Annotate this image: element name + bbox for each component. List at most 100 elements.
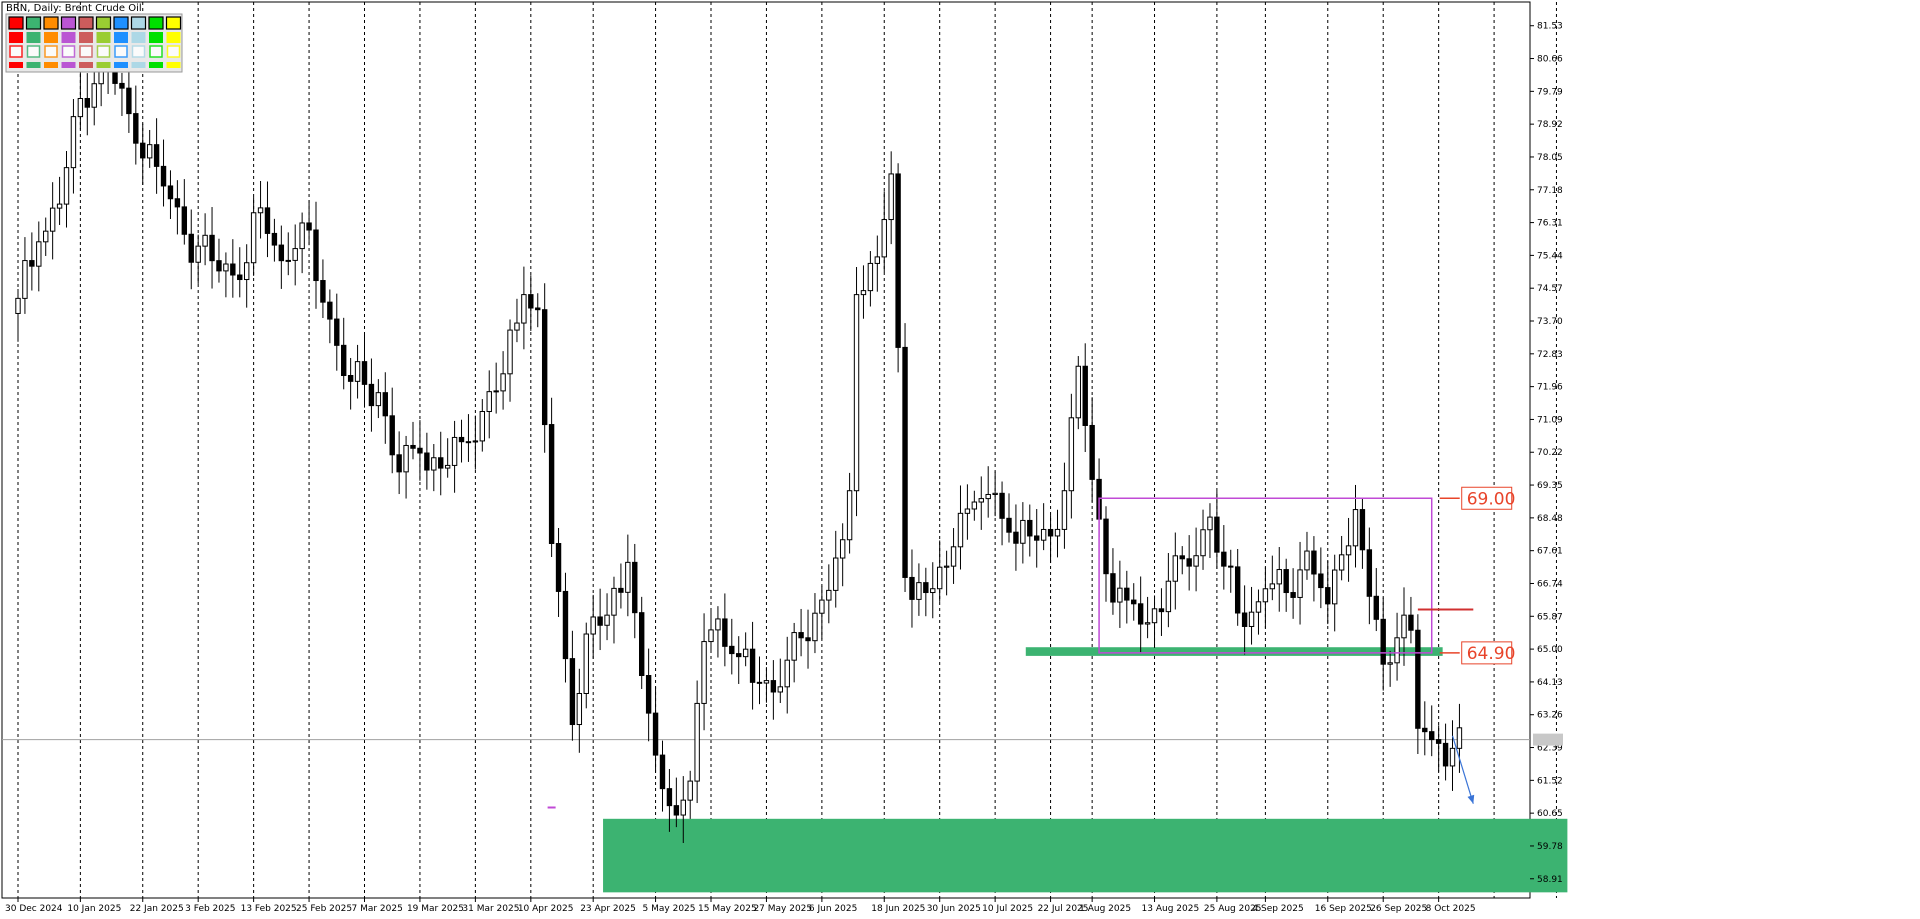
candle <box>472 415 479 470</box>
candle <box>1394 612 1400 681</box>
y-tick-label: 73.70 <box>1537 317 1563 327</box>
candle <box>292 224 298 286</box>
candle <box>1449 720 1456 791</box>
candle <box>819 586 825 640</box>
candle <box>465 414 472 462</box>
y-tick-label: 80.66 <box>1537 55 1563 65</box>
palette-swatch-line[interactable] <box>44 62 58 68</box>
candle-body <box>673 805 680 816</box>
palette-swatch-solid[interactable] <box>131 32 146 43</box>
palette-swatch-filled[interactable] <box>60 16 77 30</box>
x-tick-label: 23 Apr 2025 <box>580 904 636 914</box>
palette-swatch-line[interactable] <box>166 62 181 68</box>
candle <box>1207 503 1213 558</box>
palette-swatch-line[interactable] <box>114 62 128 68</box>
candle-body <box>22 260 28 299</box>
candle <box>1422 701 1428 756</box>
palette-swatch-line[interactable] <box>96 62 111 68</box>
grid-layer <box>1 1 1557 899</box>
candle-body <box>846 490 853 541</box>
palette-swatch-outline[interactable] <box>44 45 58 58</box>
candle-body <box>618 587 624 593</box>
candle <box>507 319 513 402</box>
candle <box>708 608 714 653</box>
y-tick-label: 71.96 <box>1537 383 1563 393</box>
y-tick-label: 66.74 <box>1537 579 1563 589</box>
candle-body <box>632 561 638 614</box>
palette-swatch-filled[interactable] <box>148 16 164 30</box>
candle-body <box>812 612 818 642</box>
candle-body <box>458 436 465 443</box>
candle <box>1193 527 1199 592</box>
candle <box>167 170 174 219</box>
candle-body <box>1394 637 1400 664</box>
chart-title: BRN, Daily: Brent Crude Oil <box>6 3 142 14</box>
palette-swatch-outline[interactable] <box>61 45 76 58</box>
palette-swatch-filled[interactable] <box>165 16 182 30</box>
candle-body <box>805 637 811 642</box>
palette-swatch-outline[interactable] <box>26 45 41 58</box>
candle <box>521 266 527 350</box>
palette-swatch-filled[interactable] <box>78 16 94 30</box>
candle-body <box>708 629 714 643</box>
palette-swatch-line[interactable] <box>149 62 163 68</box>
palette-swatch-filled[interactable] <box>8 16 24 30</box>
y-tick-label: 68.48 <box>1537 514 1563 524</box>
palette-swatch-line[interactable] <box>9 62 23 68</box>
palette-swatch-filled[interactable] <box>25 16 42 30</box>
candle <box>1380 597 1386 691</box>
candle <box>257 181 264 239</box>
palette-swatch-outline[interactable] <box>166 45 181 58</box>
candle <box>742 632 749 667</box>
candle <box>1228 549 1234 593</box>
palette-swatch-filled[interactable] <box>130 16 147 30</box>
candle-body <box>583 633 589 694</box>
candle <box>833 530 839 608</box>
palette-swatch-filled[interactable] <box>95 16 112 30</box>
candle-body <box>479 411 486 442</box>
palette-swatch-solid[interactable] <box>26 32 41 43</box>
palette-swatch-solid[interactable] <box>96 32 111 43</box>
color-palette[interactable] <box>5 13 183 73</box>
candle-body <box>424 452 430 471</box>
candle-body <box>1144 622 1151 625</box>
candle-body <box>250 212 257 264</box>
candle <box>1387 650 1393 687</box>
palette-swatch-solid[interactable] <box>9 32 23 43</box>
palette-swatch-outline[interactable] <box>131 45 146 58</box>
palette-swatch-solid[interactable] <box>149 32 163 43</box>
candle-body <box>1415 629 1421 729</box>
x-tick-label: 31 Mar 2025 <box>462 904 519 914</box>
palette-swatch-line[interactable] <box>26 62 41 68</box>
candle-body <box>507 329 513 375</box>
candle-body <box>1345 545 1352 556</box>
candle-body <box>403 444 409 473</box>
candle-body <box>1373 595 1379 620</box>
palette-swatch-line[interactable] <box>79 62 93 68</box>
palette-swatch-filled[interactable] <box>113 16 129 30</box>
palette-swatch-outline[interactable] <box>9 45 23 58</box>
candle <box>444 438 451 478</box>
palette-swatch-solid[interactable] <box>166 32 181 43</box>
candle-body <box>285 259 291 262</box>
palette-swatch-filled[interactable] <box>43 16 59 30</box>
palette-swatch-outline[interactable] <box>149 45 163 58</box>
palette-swatch-solid[interactable] <box>114 32 128 43</box>
candle <box>146 129 153 168</box>
candle-body <box>916 582 922 600</box>
palette-swatch-outline[interactable] <box>79 45 93 58</box>
candle <box>1234 549 1241 626</box>
palette-swatch-solid[interactable] <box>44 32 58 43</box>
palette-swatch-line[interactable] <box>61 62 76 68</box>
palette-swatch-line[interactable] <box>131 62 146 68</box>
candle-body <box>1352 509 1359 547</box>
candle-body <box>36 241 42 267</box>
palette-swatch-solid[interactable] <box>61 32 76 43</box>
candle-body <box>569 658 576 726</box>
palette-swatch-outline[interactable] <box>114 45 128 58</box>
palette-swatch-outline[interactable] <box>96 45 111 58</box>
candle-body <box>368 383 375 407</box>
palette-swatch-solid[interactable] <box>79 32 93 43</box>
candle-body <box>611 587 617 616</box>
